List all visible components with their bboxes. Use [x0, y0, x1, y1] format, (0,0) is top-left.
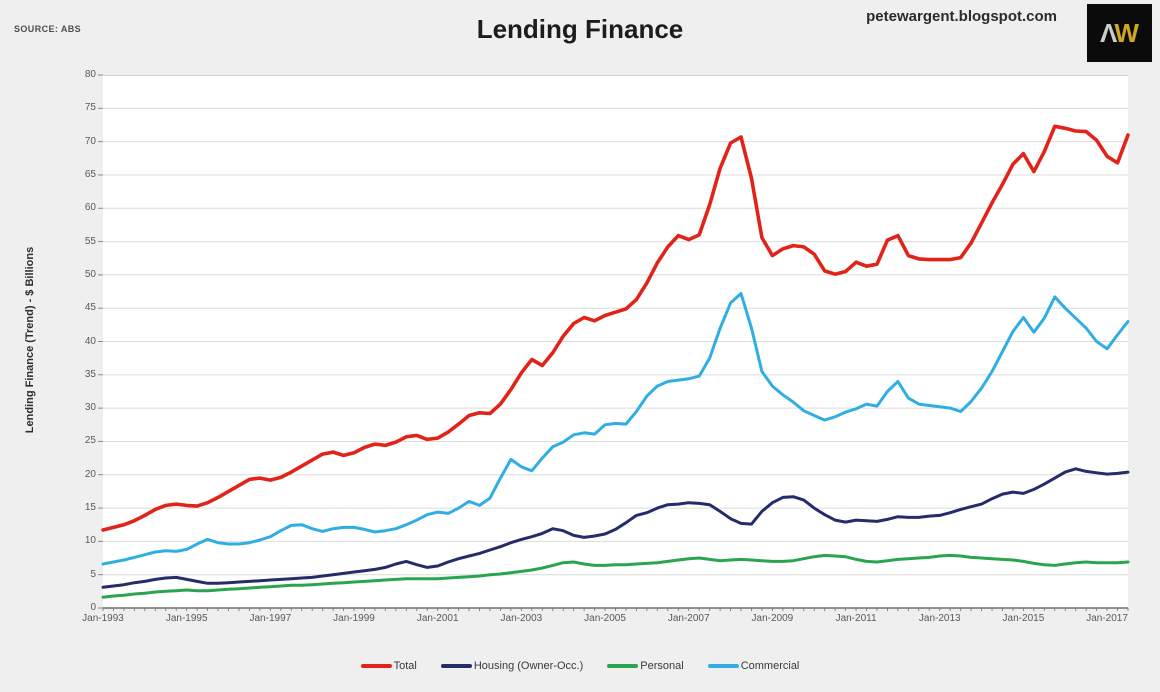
x-tick-label: Jan-2007	[667, 613, 710, 624]
x-tick-label: Jan-2011	[835, 613, 877, 624]
x-tick-label: Jan-1997	[249, 613, 292, 624]
legend-swatch	[440, 664, 472, 668]
x-tick-label: Jan-2009	[751, 613, 794, 624]
y-tick-label: 30	[84, 402, 96, 414]
y-tick-label: 10	[84, 535, 96, 547]
legend-item: Total	[360, 660, 417, 672]
y-tick-label: 5	[90, 568, 96, 580]
y-tick-label: 40	[84, 335, 96, 347]
x-tick-label: Jan-2005	[584, 613, 626, 624]
plot-area	[98, 74, 1130, 611]
legend-item: Housing (Owner-Occ.)	[440, 660, 584, 672]
legend-label: Commercial	[740, 660, 800, 672]
y-tick-label: 55	[84, 235, 96, 247]
legend-label: Personal	[640, 660, 684, 672]
logo-letter-w: W	[1114, 17, 1139, 48]
y-tick-label: 35	[84, 368, 96, 380]
source-label: SOURCE: ABS	[14, 24, 82, 34]
y-tick-label: 45	[84, 302, 96, 314]
series-line-total	[101, 124, 1130, 532]
chart-title: Lending Finance	[476, 14, 684, 44]
x-tick-label: Jan-2003	[500, 613, 543, 624]
legend-item: Commercial	[707, 660, 800, 672]
x-tick-label: Jan-1995	[165, 613, 208, 624]
legend-swatch	[707, 664, 739, 668]
y-tick-label: 20	[84, 468, 96, 480]
y-tick-label: 25	[84, 435, 96, 447]
x-tick-label: Jan-2001	[416, 613, 459, 624]
series-line-personal	[101, 553, 1130, 599]
y-tick-label: 80	[84, 69, 96, 80]
y-tick-label: 50	[84, 268, 96, 280]
legend-swatch	[360, 664, 392, 668]
x-tick-label: Jan-1999	[333, 613, 375, 624]
legend: Total Housing (Owner-Occ.) Personal Commerc…	[0, 660, 1160, 672]
x-axis-tick-labels: Jan-1993 Jan-1995 Jan-1997 Jan-1999 Jan-2001…	[82, 613, 1128, 629]
y-tick-label: 65	[84, 168, 96, 180]
x-tick-label: Jan-2015	[1002, 613, 1045, 624]
legend-swatch	[607, 664, 639, 668]
y-tick-label: 15	[84, 502, 96, 514]
site-url: petewargent.blogspot.com	[866, 8, 1057, 25]
y-tick-label: 70	[84, 135, 96, 147]
y-tick-label: 75	[84, 102, 96, 114]
y-tick-label: 0	[90, 602, 96, 613]
logo-letter-a: Λ	[1100, 17, 1117, 48]
legend-label: Housing (Owner-Occ.)	[473, 660, 584, 672]
y-axis-tick-labels: 0 5 10 15 20 25 30 35 40 45 50 55 60 65 70 75 80	[56, 69, 96, 613]
brand-logo: Λ W	[1087, 4, 1152, 62]
x-tick-label: Jan-2013	[918, 613, 961, 624]
y-axis-title: Lending Finance (Trend) - $ Billions	[24, 246, 36, 434]
series-line-housing-owner-occ	[101, 467, 1130, 589]
legend-label: Total	[393, 660, 417, 672]
series-line-commercial	[101, 292, 1130, 566]
x-tick-label: Jan-1993	[82, 613, 124, 624]
legend-item: Personal	[607, 660, 684, 672]
x-tick-label: Jan-2017	[1086, 613, 1128, 624]
y-tick-label: 60	[84, 202, 96, 214]
